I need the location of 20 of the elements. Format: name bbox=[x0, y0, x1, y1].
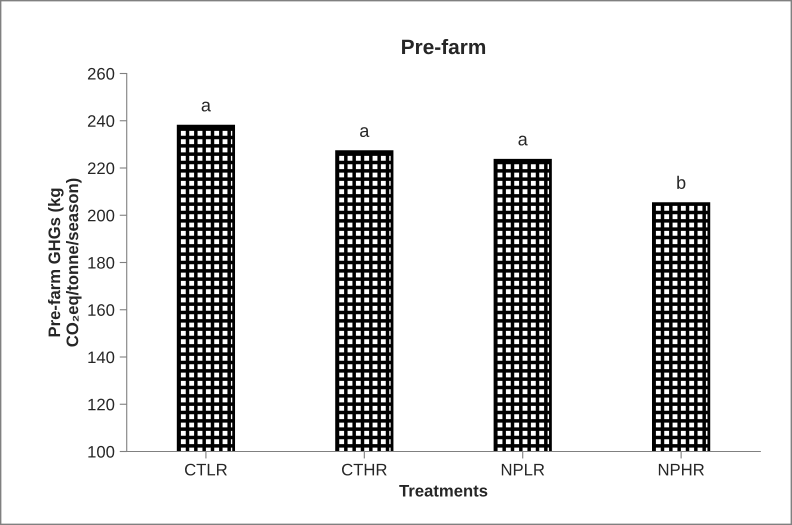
y-tick-label: 200 bbox=[88, 210, 114, 222]
annotation: a bbox=[518, 136, 528, 146]
x-axis-title: Treatments bbox=[399, 485, 488, 497]
y-tick-label: 220 bbox=[88, 162, 114, 174]
annotation: b bbox=[677, 176, 686, 189]
annotation: a bbox=[202, 102, 211, 112]
y-tick-label: 140 bbox=[88, 351, 114, 364]
y-axis-title: Pre-farm GHGs (kg CO₂eq/tonne/season) bbox=[48, 178, 82, 347]
y-tick-label: 120 bbox=[88, 398, 114, 410]
chart-title: Pre-farm bbox=[402, 38, 486, 54]
x-tick-label: CTHR bbox=[342, 464, 387, 476]
y-tick-label: 160 bbox=[88, 304, 114, 316]
x-tick-label: NPLR bbox=[502, 464, 544, 476]
y-tick-label: 100 bbox=[88, 446, 114, 458]
y-tick-label: 180 bbox=[88, 256, 114, 269]
annotation: a bbox=[360, 127, 370, 138]
x-tick-label: NPHR bbox=[658, 464, 704, 476]
y-tick-label: 260 bbox=[88, 68, 114, 80]
y-tick-label: 240 bbox=[88, 115, 114, 127]
x-tick-label: CTLR bbox=[185, 464, 227, 476]
